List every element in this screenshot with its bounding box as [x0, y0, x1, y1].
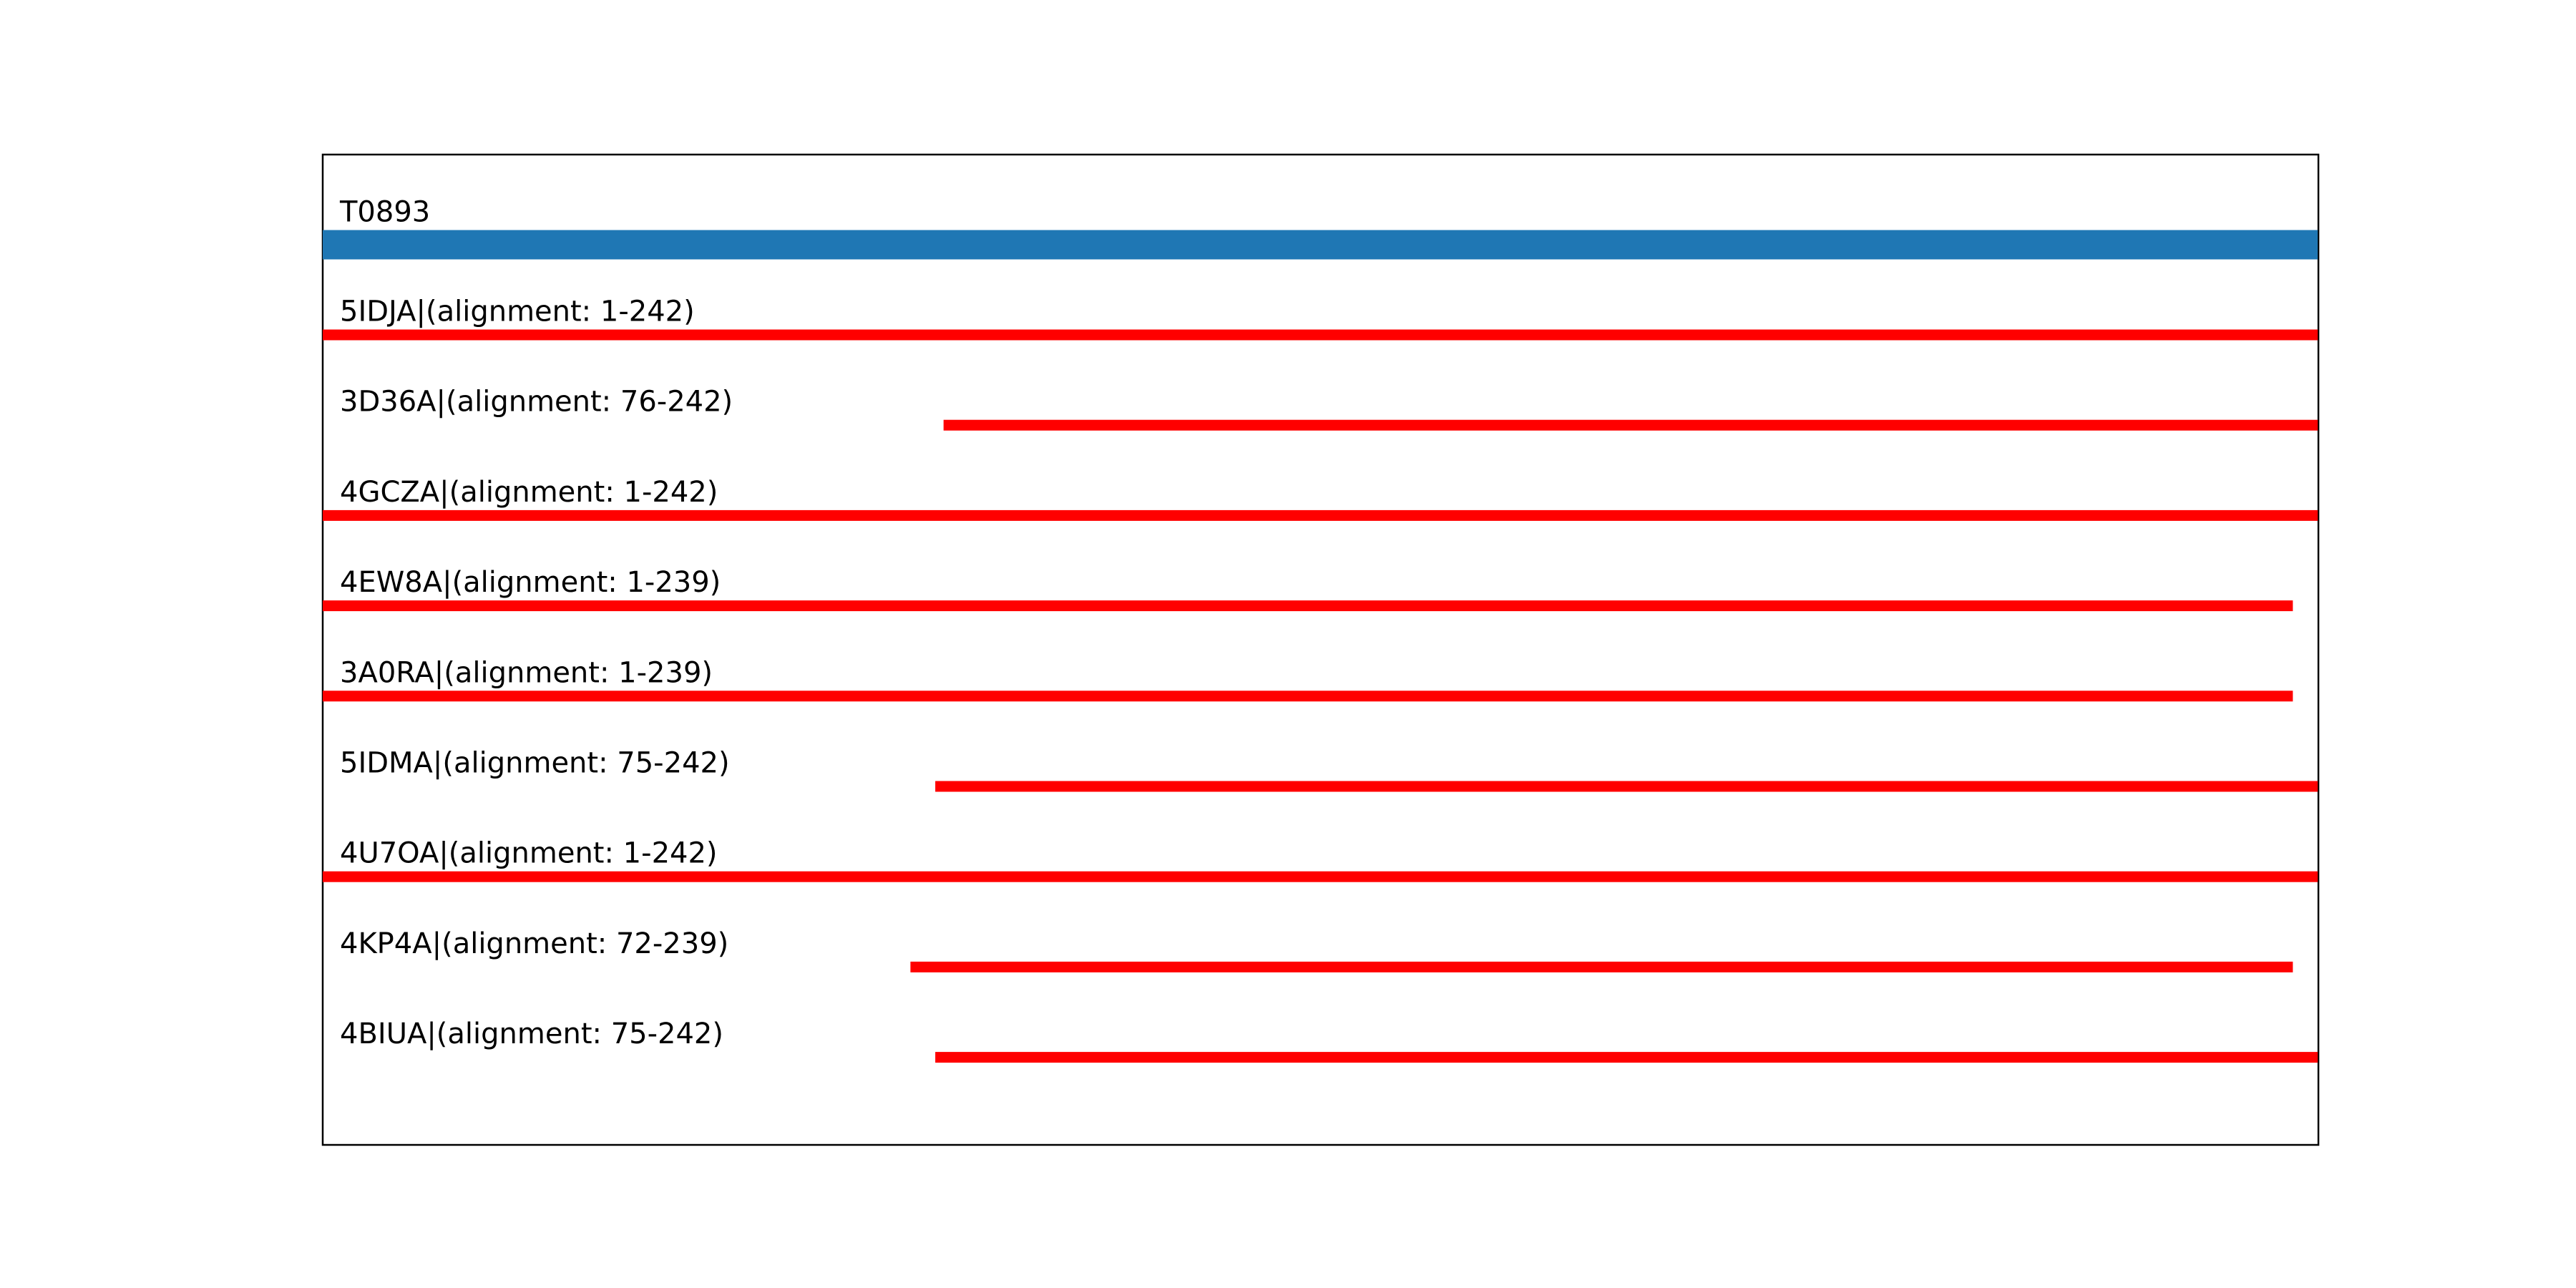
axes-frame — [321, 153, 2320, 1146]
template-bar — [323, 509, 2318, 521]
template-bar — [323, 600, 2293, 612]
query-bar — [323, 230, 2318, 260]
row-label: 3A0RA|(alignment: 1-239) — [340, 656, 713, 689]
row-label: 4GCZA|(alignment: 1-242) — [340, 476, 718, 509]
row-label: 4U7OA|(alignment: 1-242) — [340, 837, 718, 870]
row-label: 3D36A|(alignment: 76-242) — [340, 386, 733, 419]
row-label: 4BIUA|(alignment: 75-242) — [340, 1018, 723, 1050]
template-bar — [910, 961, 2293, 972]
row-label: 5IDJA|(alignment: 1-242) — [340, 296, 695, 328]
template-bar — [935, 781, 2318, 792]
row-label: 5IDMA|(alignment: 75-242) — [340, 747, 730, 780]
template-bar — [323, 329, 2318, 341]
template-bar — [323, 871, 2318, 882]
row-label: 4KP4A|(alignment: 72-239) — [340, 927, 728, 960]
row-label: T0893 — [339, 196, 430, 229]
row-label: 4EW8A|(alignment: 1-239) — [340, 566, 721, 599]
template-bar — [323, 691, 2293, 702]
template-bar — [935, 1052, 2318, 1063]
template-bar — [943, 419, 2318, 431]
